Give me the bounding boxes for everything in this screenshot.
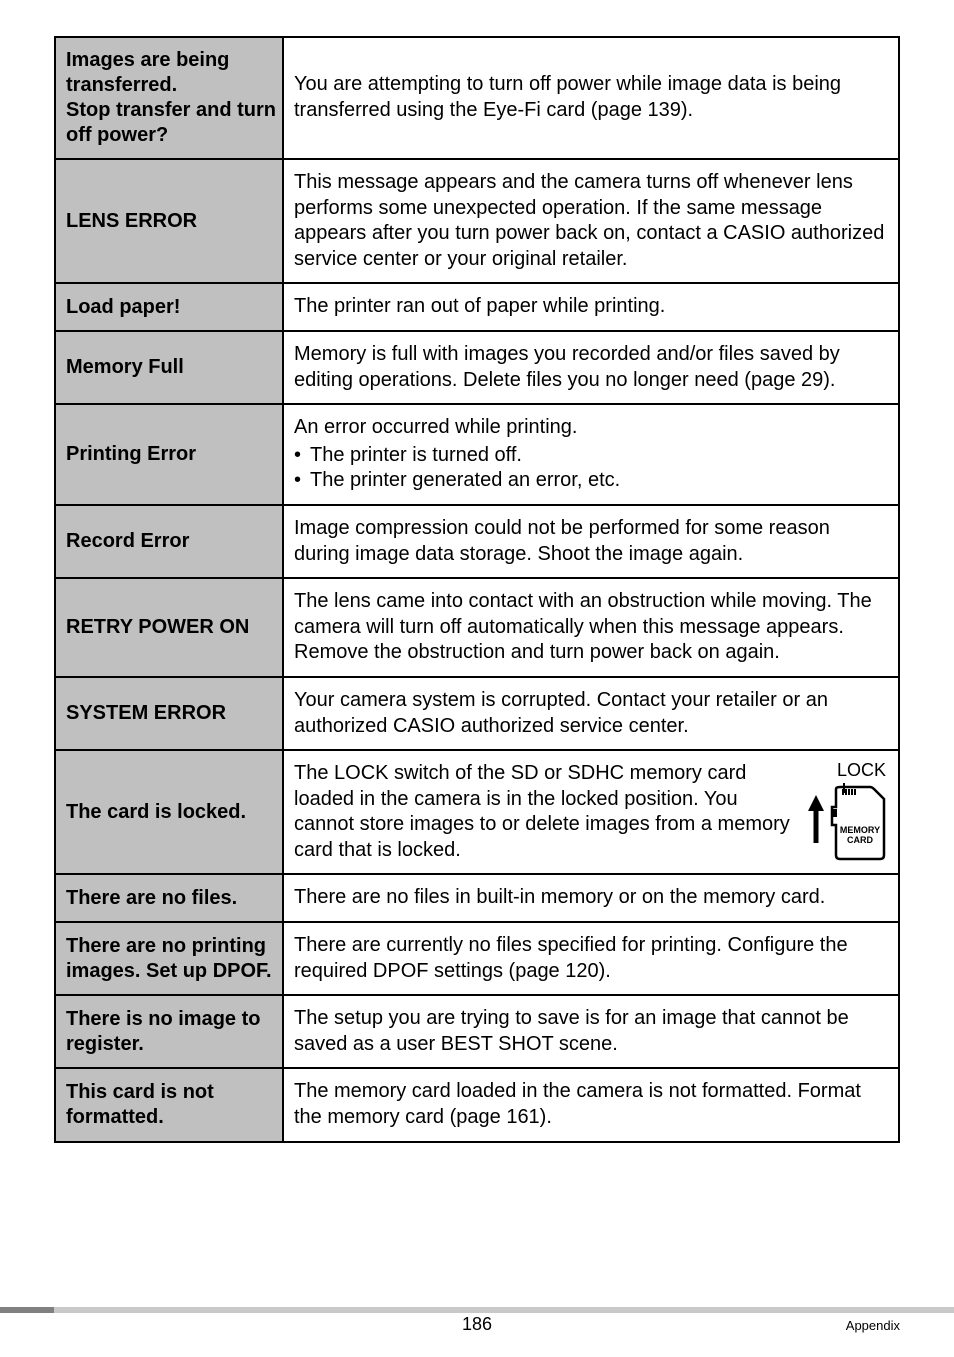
table-row: SYSTEM ERRORYour camera system is corrup… — [55, 677, 899, 750]
bullet-list: •The printer is turned off.•The printer … — [294, 443, 886, 494]
table-row: The card is locked.The LOCK switch of th… — [55, 750, 899, 874]
sd-card-text-bottom: CARD — [847, 835, 873, 845]
message-description: The printer ran out of paper while print… — [283, 283, 899, 331]
message-label: This card is not formatted. — [55, 1068, 283, 1141]
table-row: Memory FullMemory is full with images yo… — [55, 331, 899, 404]
table-row: This card is not formatted.The memory ca… — [55, 1068, 899, 1141]
message-label: RETRY POWER ON — [55, 578, 283, 677]
message-description: Memory is full with images you recorded … — [283, 331, 899, 404]
lock-description-wrap: The LOCK switch of the SD or SDHC memory… — [294, 761, 886, 863]
message-label: Load paper! — [55, 283, 283, 331]
bullet-item: •The printer generated an error, etc. — [294, 468, 886, 494]
message-label: LENS ERROR — [55, 159, 283, 283]
message-description: This message appears and the camera turn… — [283, 159, 899, 283]
bullet-dot-icon: • — [294, 443, 310, 469]
message-label: Images are being transferred.Stop transf… — [55, 37, 283, 159]
bullet-dot-icon: • — [294, 468, 310, 494]
message-label: Memory Full — [55, 331, 283, 404]
message-label: Printing Error — [55, 404, 283, 505]
message-description: The LOCK switch of the SD or SDHC memory… — [283, 750, 899, 874]
table-row: LENS ERRORThis message appears and the c… — [55, 159, 899, 283]
message-label: SYSTEM ERROR — [55, 677, 283, 750]
message-label: The card is locked. — [55, 750, 283, 874]
table-row: There are no files.There are no files in… — [55, 874, 899, 922]
sd-card-text-top: MEMORY — [840, 825, 880, 835]
sd-card-icon: MEMORYCARD — [800, 783, 886, 861]
lock-figure: LOCKMEMORYCARD — [790, 761, 886, 861]
message-description: There are no files in built-in memory or… — [283, 874, 899, 922]
bullet-item: •The printer is turned off. — [294, 443, 886, 469]
page-number: 186 — [0, 1314, 954, 1335]
bullet-text: The printer generated an error, etc. — [310, 468, 620, 494]
messages-table: Images are being transferred.Stop transf… — [54, 36, 900, 1143]
message-description: The lens came into contact with an obstr… — [283, 578, 899, 677]
table-row: There is no image to register.The setup … — [55, 995, 899, 1068]
bullet-text: The printer is turned off. — [310, 443, 522, 469]
footer-accent — [0, 1307, 54, 1313]
message-description: You are attempting to turn off power whi… — [283, 37, 899, 159]
description-intro: An error occurred while printing. — [294, 415, 886, 441]
message-label: There are no printing images. Set up DPO… — [55, 922, 283, 995]
table-row: There are no printing images. Set up DPO… — [55, 922, 899, 995]
message-description: There are currently no files specified f… — [283, 922, 899, 995]
footer-bar — [0, 1307, 954, 1313]
table-row: Images are being transferred.Stop transf… — [55, 37, 899, 159]
message-label: There is no image to register. — [55, 995, 283, 1068]
table-row: Printing ErrorAn error occurred while pr… — [55, 404, 899, 505]
lock-label: LOCK — [790, 761, 886, 781]
message-description: The setup you are trying to save is for … — [283, 995, 899, 1068]
section-label: Appendix — [846, 1318, 900, 1333]
message-description: Your camera system is corrupted. Contact… — [283, 677, 899, 750]
message-label: Record Error — [55, 505, 283, 578]
message-label: There are no files. — [55, 874, 283, 922]
page-footer: 186 Appendix — [0, 1309, 954, 1335]
table-row: Load paper!The printer ran out of paper … — [55, 283, 899, 331]
message-description: An error occurred while printing.•The pr… — [283, 404, 899, 505]
table-row: Record ErrorImage compression could not … — [55, 505, 899, 578]
table-row: RETRY POWER ONThe lens came into contact… — [55, 578, 899, 677]
message-description: Image compression could not be performed… — [283, 505, 899, 578]
lock-text: The LOCK switch of the SD or SDHC memory… — [294, 761, 790, 863]
message-description: The memory card loaded in the camera is … — [283, 1068, 899, 1141]
